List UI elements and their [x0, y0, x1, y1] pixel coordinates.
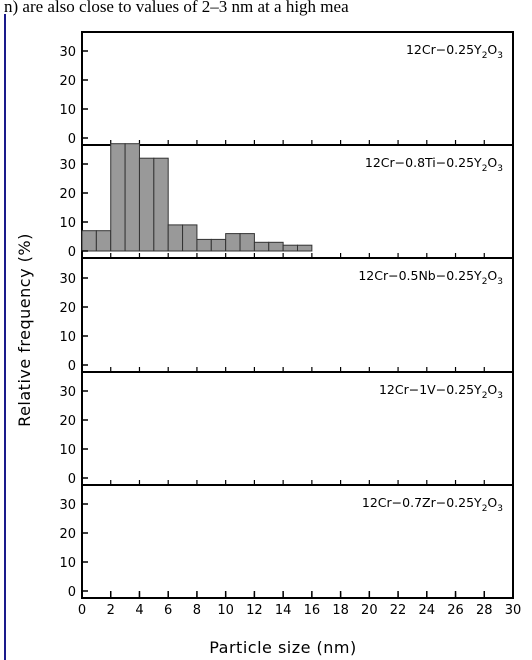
- x-tick-label: 0: [78, 603, 86, 618]
- panel-label-part: 2: [482, 277, 488, 287]
- panel-label-part: 2: [482, 164, 488, 174]
- panel-label-part: O: [487, 155, 497, 170]
- histogram-panels: 302010012Cr−0.25Y2O3302010012Cr−0.8Ti−0.…: [59, 31, 514, 600]
- histogram-bar: [268, 241, 284, 252]
- x-tick-label: 26: [447, 603, 464, 618]
- y-tick-label: 30: [59, 385, 76, 400]
- panel-label-part: 12Cr−0.8Ti−0.25Y: [365, 155, 482, 170]
- histogram-bar: [225, 233, 241, 252]
- x-tick-label: 14: [275, 603, 292, 618]
- histogram-bar: [196, 238, 212, 252]
- panel-label: 12Cr−0.8Ti−0.25Y2O3: [365, 155, 503, 174]
- y-tick-label: 30: [59, 158, 76, 173]
- y-tick-label: 20: [59, 74, 76, 89]
- panel-label-part: 2: [482, 391, 488, 401]
- histogram-bar: [297, 244, 313, 252]
- y-tick-label: 30: [59, 45, 76, 60]
- panel-label-part: O: [487, 495, 497, 510]
- panel-label-part: 12Cr−0.25Y: [406, 42, 482, 57]
- panel-label-part: 3: [497, 164, 503, 174]
- panel-label-part: 2: [482, 504, 488, 514]
- histogram-bar: [239, 233, 255, 252]
- y-tick-label: 0: [68, 245, 76, 260]
- histogram-panel: 30 20 10 0 12Cr−0.5Nb−0.25Y2O3: [59, 257, 514, 374]
- panel-label: 12Cr−0.25Y2O3: [406, 42, 503, 61]
- histogram-bar: [124, 143, 140, 252]
- histogram-bar: [81, 230, 97, 252]
- x-tick-label: 10: [217, 603, 234, 618]
- panel-label-part: 3: [497, 51, 503, 61]
- x-tick-label: 22: [390, 603, 407, 618]
- histogram-panel: 30 20 10 0 12Cr−0.8Ti−0.25Y2O3: [59, 143, 514, 260]
- page-margin-rule: [4, 14, 6, 660]
- panel-label-part: 3: [497, 391, 503, 401]
- x-tick-label: 4: [135, 603, 143, 618]
- y-tick-label: 30: [59, 272, 76, 287]
- panel-label: 12Cr−1V−0.25Y2O3: [379, 382, 503, 401]
- y-tick-label: 10: [59, 556, 76, 571]
- histogram-bar: [110, 143, 126, 252]
- panel-label-part: 12Cr−1V−0.25Y: [379, 382, 482, 397]
- panel-label-part: O: [487, 42, 497, 57]
- x-axis: 0 2 4 6 8 10 12 14 16 18 20 22 24 26 28 30: [78, 591, 521, 618]
- x-tick-label: 6: [164, 603, 172, 618]
- histogram-bar: [138, 157, 155, 252]
- x-tick-label: 2: [107, 603, 115, 618]
- panel-frame: [81, 484, 514, 599]
- histogram-bar: [282, 244, 298, 252]
- histogram-bar: [182, 224, 198, 252]
- x-axis-title: Particle size (nm): [209, 638, 357, 657]
- histogram-panel: 30 20 10 0 12Cr−1V−0.25Y2O3: [59, 371, 514, 487]
- y-tick-label: 10: [59, 443, 76, 458]
- histogram-bar: [253, 241, 270, 252]
- panel-label: 12Cr−0.5Nb−0.25Y2O3: [358, 268, 503, 287]
- histogram-bar: [153, 157, 169, 252]
- histogram-bar: [167, 224, 184, 252]
- y-tick-label: 20: [59, 414, 76, 429]
- y-axis-title: Relative frequency (%): [15, 233, 34, 427]
- y-tick-label: 30: [59, 498, 76, 513]
- x-tick-label: 30: [505, 603, 522, 618]
- panel-label-part: 3: [497, 277, 503, 287]
- histogram-panel: 30 20 10 0 12Cr−0.25Y2O3: [59, 31, 514, 147]
- histogram-bar: [210, 238, 227, 252]
- panel-label-part: O: [487, 382, 497, 397]
- panel-label-part: 3: [497, 504, 503, 514]
- x-tick-label: 18: [332, 603, 349, 618]
- x-tick-label: 24: [419, 603, 436, 618]
- y-tick-label: 20: [59, 301, 76, 316]
- x-tick-label: 16: [304, 603, 321, 618]
- panel-label-part: 12Cr−0.5Nb−0.25Y: [358, 268, 482, 283]
- panel-label-part: 12Cr−0.7Zr−0.25Y: [362, 495, 482, 510]
- y-tick-label: 20: [59, 527, 76, 542]
- y-tick-label: 0: [68, 359, 76, 374]
- x-tick-label: 28: [476, 603, 493, 618]
- y-tick-label: 0: [68, 132, 76, 147]
- y-tick-label: 20: [59, 187, 76, 202]
- panel-label-part: 2: [482, 51, 488, 61]
- histogram-bar: [95, 230, 112, 252]
- panel-label-part: O: [487, 268, 497, 283]
- y-tick-label: 10: [59, 103, 76, 118]
- cropped-caption-text: n) are also close to values of 2–3 nm at…: [4, 0, 349, 16]
- y-tick-label: 10: [59, 216, 76, 231]
- x-tick-label: 12: [246, 603, 263, 618]
- y-tick-label: 0: [68, 472, 76, 487]
- x-tick-label: 20: [361, 603, 378, 618]
- y-tick-label: 0: [68, 585, 76, 600]
- y-tick-label: 10: [59, 330, 76, 345]
- histogram-panel: 30 20 10 0 12Cr−0.7Zr−0.25Y2O3: [59, 484, 514, 600]
- panel-label: 12Cr−0.7Zr−0.25Y2O3: [362, 495, 503, 514]
- x-tick-label: 8: [193, 603, 201, 618]
